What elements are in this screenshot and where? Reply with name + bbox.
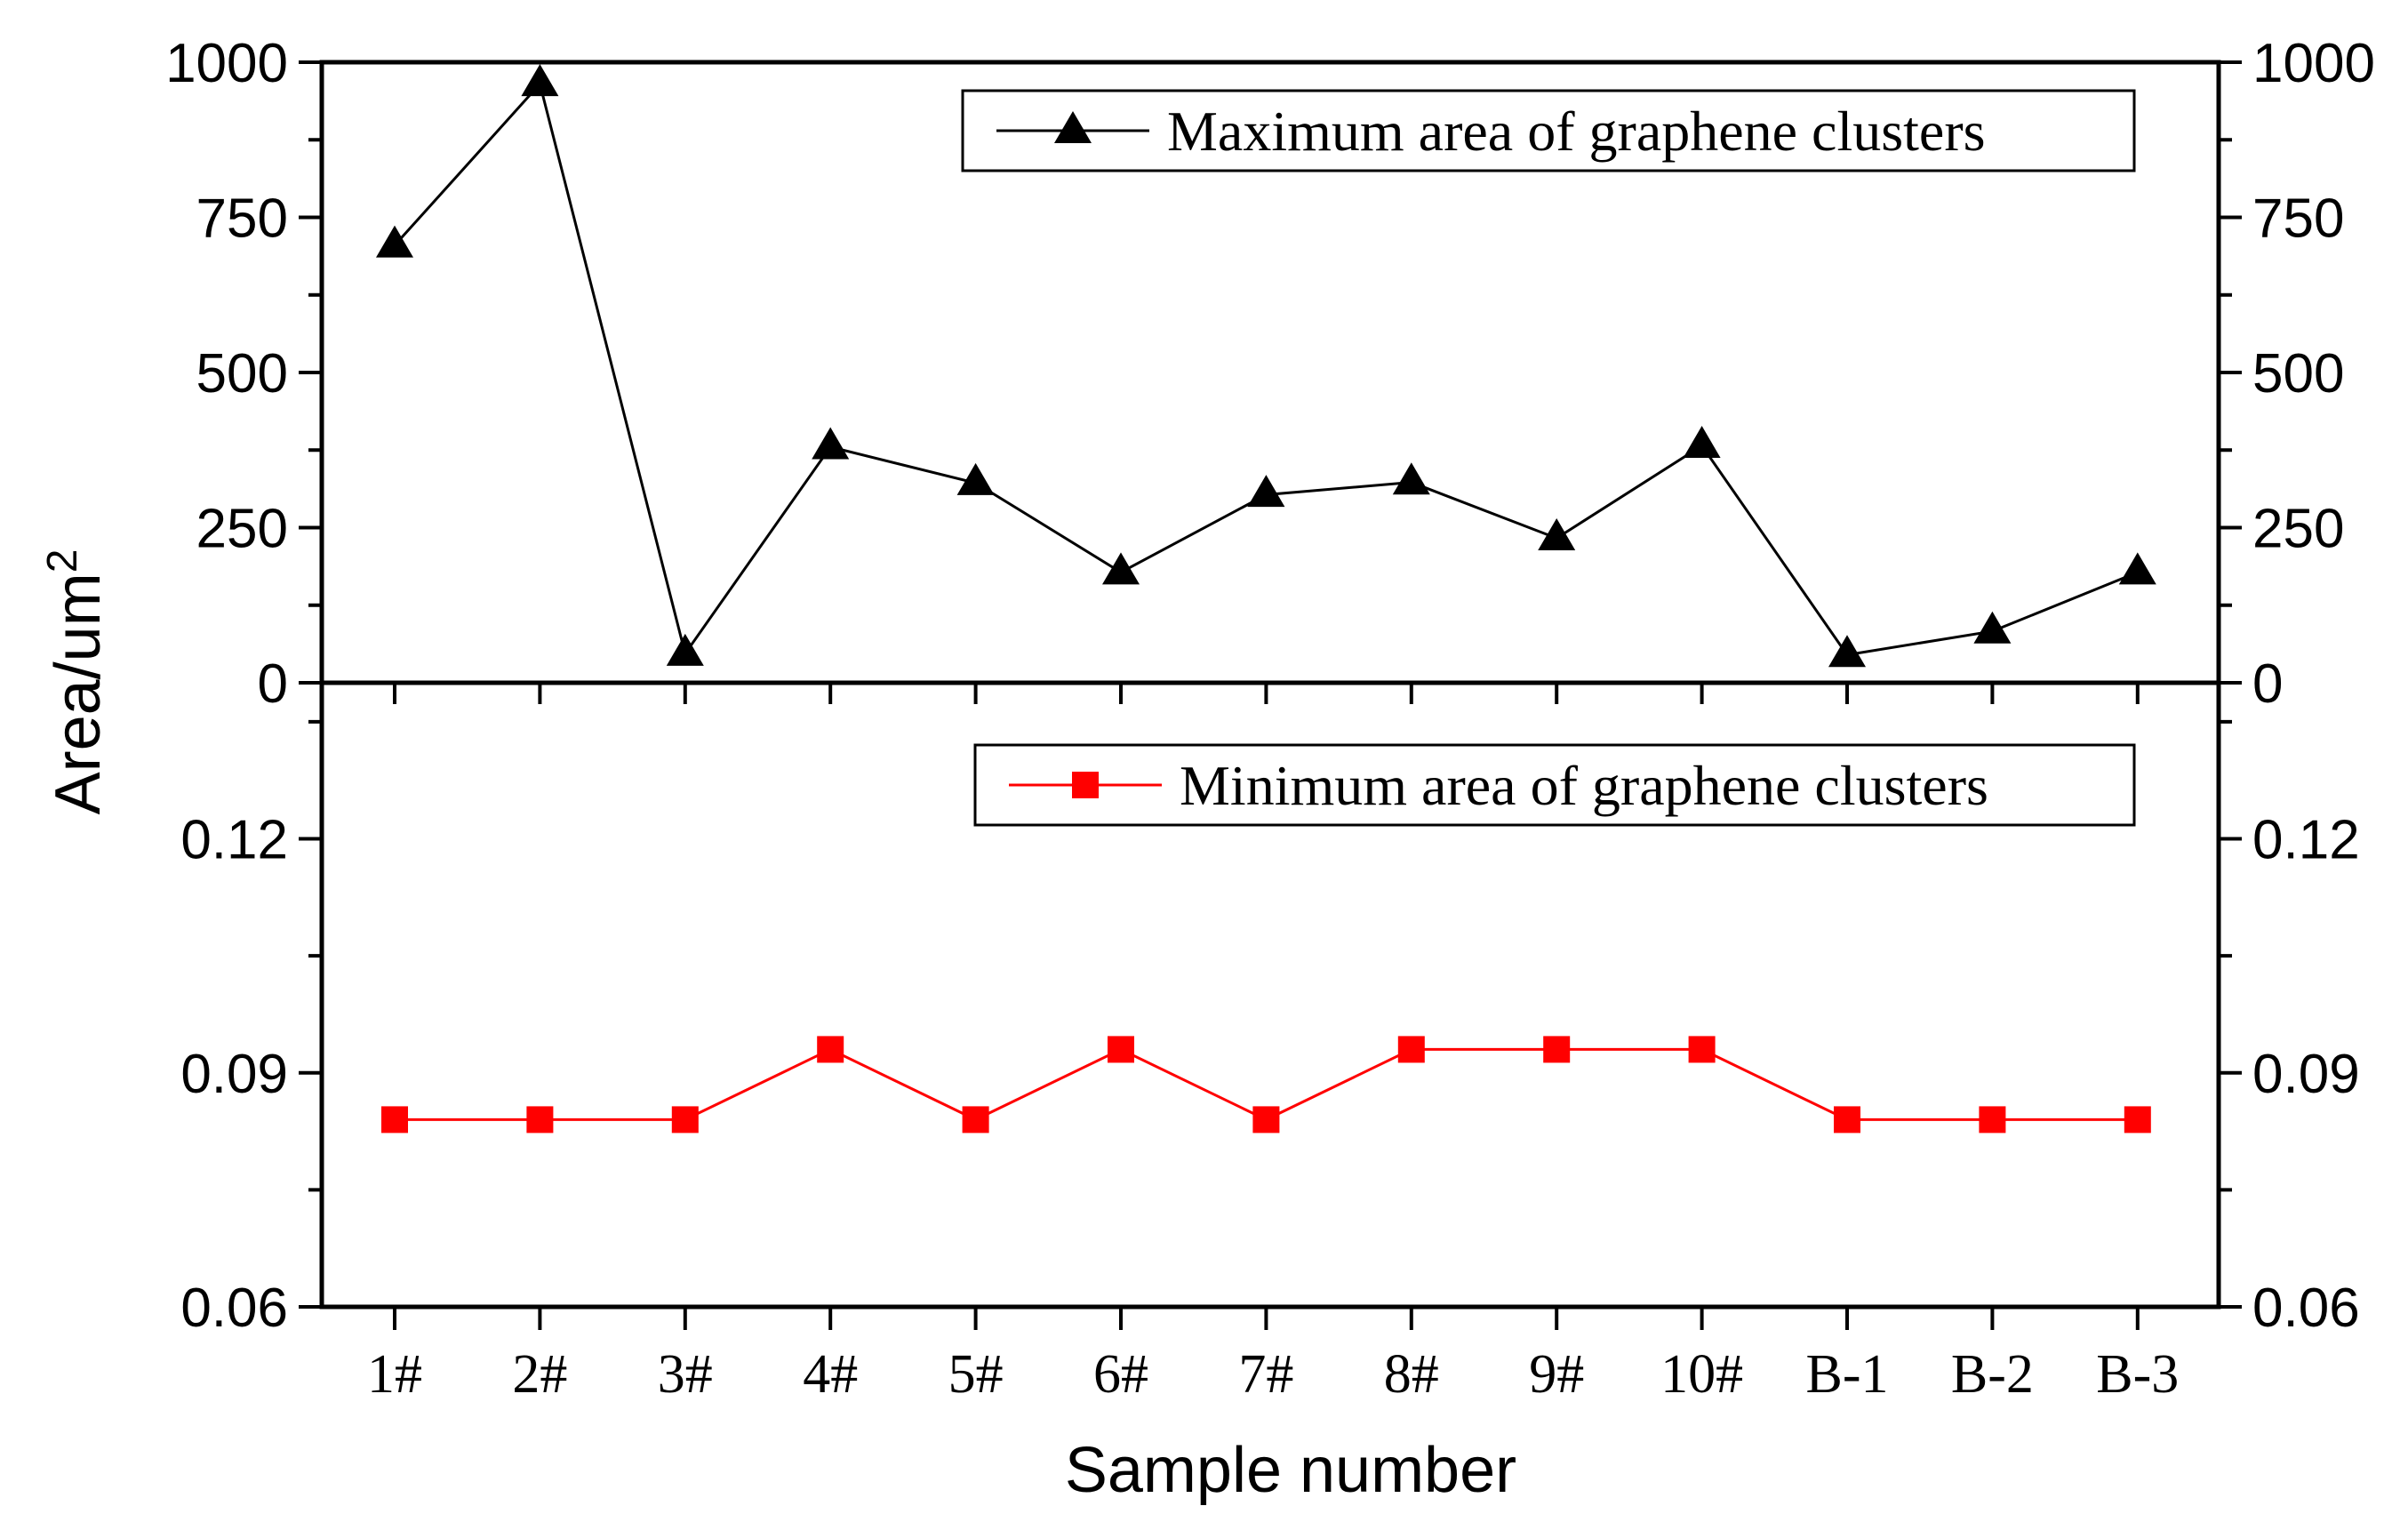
x-tick-label-7#: 7# bbox=[1238, 1344, 1293, 1405]
data-point-max-B-3 bbox=[2118, 552, 2156, 585]
x-tick-label-B-2: B-2 bbox=[1951, 1344, 2034, 1405]
data-point-min-6# bbox=[1108, 1036, 1134, 1063]
x-tick-label-1#: 1# bbox=[367, 1344, 422, 1405]
data-point-max-B-1 bbox=[1828, 635, 1866, 668]
x-axis-title: Sample number bbox=[1065, 1435, 1516, 1506]
x-tick-label-4#: 4# bbox=[803, 1344, 858, 1405]
y-tick-label-right: 0.12 bbox=[2252, 810, 2360, 871]
legend-marker-square bbox=[1072, 772, 1099, 798]
y-tick-label-right: 0 bbox=[2252, 653, 2283, 715]
data-point-max-10# bbox=[1683, 426, 1721, 459]
y-tick-label-left: 0.06 bbox=[180, 1278, 288, 1339]
data-point-min-10# bbox=[1688, 1036, 1716, 1063]
y-tick-label-left: 750 bbox=[196, 188, 288, 250]
legend-label-1: Minimum area of graphene clusters bbox=[1180, 754, 1988, 817]
data-point-max-1# bbox=[376, 225, 413, 258]
legend-box-0 bbox=[961, 89, 2136, 172]
x-tick-label-5#: 5# bbox=[948, 1344, 1004, 1405]
data-point-max-7# bbox=[1247, 475, 1285, 508]
data-point-max-9# bbox=[1538, 518, 1576, 551]
x-tick-label-3#: 3# bbox=[658, 1344, 713, 1405]
y-axis-title: Area/um2 bbox=[39, 549, 115, 815]
data-point-min-B-3 bbox=[2124, 1106, 2151, 1133]
data-point-max-6# bbox=[1102, 552, 1140, 585]
x-tick-label-B-3: B-3 bbox=[2096, 1344, 2179, 1405]
data-point-min-8# bbox=[1397, 1036, 1425, 1063]
x-tick-label-6#: 6# bbox=[1093, 1344, 1148, 1405]
data-point-min-3# bbox=[671, 1106, 699, 1133]
data-point-min-7# bbox=[1252, 1106, 1280, 1133]
data-point-min-4# bbox=[817, 1036, 844, 1063]
x-tick-label-B-1: B-1 bbox=[1806, 1344, 1889, 1405]
y-tick-label-left: 0.12 bbox=[180, 810, 288, 871]
y-tick-label-left: 250 bbox=[196, 499, 288, 560]
y-tick-label-right: 0.06 bbox=[2252, 1278, 2360, 1339]
y-tick-label-left: 1000 bbox=[165, 33, 288, 94]
y-tick-label-left: 500 bbox=[196, 343, 288, 405]
y-tick-label-right: 750 bbox=[2252, 188, 2344, 250]
legend-label-0: Maximum area of graphene clusters bbox=[1167, 100, 1986, 163]
x-tick-label-9#: 9# bbox=[1529, 1344, 1584, 1405]
data-point-min-5# bbox=[962, 1106, 989, 1133]
data-point-max-8# bbox=[1392, 462, 1430, 495]
legend-box-1 bbox=[973, 743, 2136, 827]
data-point-min-9# bbox=[1543, 1036, 1571, 1063]
data-point-min-1# bbox=[381, 1106, 408, 1133]
y-tick-label-right: 500 bbox=[2252, 343, 2344, 405]
x-tick-label-8#: 8# bbox=[1384, 1344, 1439, 1405]
y-tick-label-right: 0.09 bbox=[2252, 1044, 2360, 1105]
y-tick-label-right: 1000 bbox=[2252, 33, 2375, 94]
data-point-max-3# bbox=[666, 633, 704, 666]
y-tick-label-right: 250 bbox=[2252, 499, 2344, 560]
y-tick-label-left: 0.09 bbox=[180, 1044, 288, 1105]
y-axis-title-text: Area/um bbox=[43, 573, 114, 814]
y-tick-label-left: 0 bbox=[258, 653, 288, 715]
x-tick-label-10#: 10# bbox=[1660, 1344, 1743, 1405]
data-point-max-5# bbox=[956, 462, 995, 495]
x-tick-label-2#: 2# bbox=[512, 1344, 567, 1405]
data-point-min-B-1 bbox=[1834, 1106, 1860, 1133]
y-axis-title-superscript: 2 bbox=[39, 549, 86, 573]
data-point-max-2# bbox=[521, 64, 559, 97]
data-point-min-B-2 bbox=[1979, 1106, 2006, 1133]
data-point-max-B-2 bbox=[1973, 611, 2012, 644]
data-point-min-2# bbox=[526, 1106, 554, 1133]
legend-marker-triangle bbox=[1054, 111, 1092, 143]
data-point-max-4# bbox=[812, 427, 850, 460]
